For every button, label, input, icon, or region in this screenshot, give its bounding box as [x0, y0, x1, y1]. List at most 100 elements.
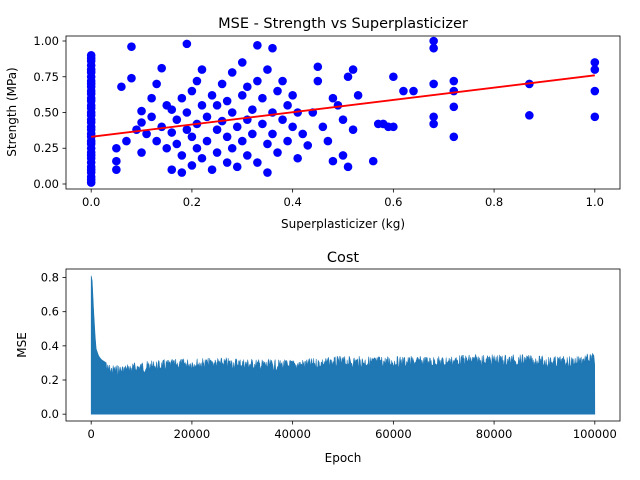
cost-y-tick-label: 0.8: [41, 271, 59, 285]
cost-y-tick-label: 0.6: [41, 305, 59, 319]
scatter-point: [258, 119, 267, 129]
scatter-point: [253, 158, 262, 167]
scatter-point: [590, 65, 600, 74]
scatter-y-ticks: 0.00 0.25 0.50 0.75 1.00: [33, 34, 66, 191]
scatter-point: [278, 76, 287, 86]
scatter-point: [112, 143, 121, 153]
scatter-point: [162, 143, 172, 153]
cost-y-tick-label: 0.2: [41, 373, 59, 387]
scatter-point: [137, 148, 146, 157]
scatter-point: [429, 79, 438, 89]
scatter-point: [237, 136, 247, 146]
cost-series-line: [90, 275, 596, 415]
scatter-point: [525, 111, 534, 120]
scatter-point: [157, 122, 166, 132]
scatter-x-axis-label: Superplasticizer (kg): [281, 217, 405, 231]
scatter-point: [172, 115, 182, 124]
scatter-point: [590, 112, 600, 122]
scatter-point: [142, 129, 151, 139]
scatter-point: [222, 96, 232, 106]
scatter-point: [177, 93, 187, 103]
scatter-point: [429, 112, 438, 122]
scatter-point: [263, 139, 272, 149]
scatter-y-tick-label: 1.00: [33, 34, 59, 48]
cost-x-tick-label: 40000: [274, 427, 311, 441]
scatter-point: [429, 43, 438, 53]
scatter-point: [147, 93, 156, 103]
scatter-point: [318, 122, 328, 132]
scatter-point: [212, 125, 222, 134]
scatter-point: [232, 122, 242, 132]
scatter-point: [112, 156, 121, 166]
scatter-point: [192, 143, 202, 153]
scatter-point: [338, 115, 348, 124]
scatter-point: [313, 76, 323, 86]
scatter-point: [137, 106, 146, 116]
scatter-plot-frame: [65, 35, 621, 190]
scatter-point: [167, 105, 177, 114]
scatter-point: [258, 93, 267, 103]
scatter-point: [212, 101, 222, 110]
scatter-point: [333, 101, 343, 110]
scatter-chart-title: MSE - Strength vs Superplasticizer: [218, 16, 468, 32]
scatter-point: [283, 101, 292, 110]
scatter-point: [343, 72, 353, 82]
scatter-point: [348, 125, 358, 134]
scatter-point: [293, 153, 302, 163]
scatter-point: [86, 51, 96, 60]
scatter-point: [182, 39, 192, 49]
scatter-point: [273, 148, 282, 157]
scatter-point: [187, 86, 197, 96]
scatter-point: [192, 76, 202, 86]
scatter-point: [152, 136, 161, 146]
scatter-point: [227, 143, 237, 153]
scatter-point: [313, 62, 323, 72]
scatter-point: [343, 162, 353, 172]
scatter-point: [237, 91, 247, 100]
scatter-x-tick-label: 0.6: [384, 195, 402, 209]
scatter-point: [243, 151, 252, 160]
cost-x-axis-label: Epoch: [325, 451, 362, 465]
scatter-point: [197, 153, 207, 163]
cost-x-tick-label: 60000: [375, 427, 412, 441]
scatter-point: [152, 79, 161, 89]
scatter-point: [590, 58, 600, 67]
scatter-point: [182, 125, 192, 134]
scatter-point: [177, 151, 187, 160]
scatter-point: [298, 129, 308, 139]
scatter-point: [157, 63, 166, 73]
cost-x-tick-label: 0: [88, 427, 95, 441]
scatter-point: [237, 58, 247, 67]
scatter-point: [368, 156, 378, 166]
scatter-point: [348, 65, 358, 74]
scatter-point: [273, 86, 282, 96]
scatter-y-axis-label: Strength (MPa): [5, 67, 19, 157]
scatter-point: [137, 118, 146, 127]
scatter-point: [167, 165, 177, 174]
scatter-point: [263, 168, 272, 177]
scatter-point: [328, 156, 338, 166]
scatter-point: [268, 129, 277, 139]
scatter-x-tick-label: 0.8: [485, 195, 503, 209]
scatter-point: [207, 165, 217, 174]
cost-y-tick-label: 0.0: [41, 407, 59, 421]
cost-chart: Cost 0 20000 40000 60000 80000 100000 0.00.20…: [15, 250, 621, 465]
scatter-point: [122, 136, 131, 146]
scatter-point: [288, 122, 297, 132]
scatter-point: [197, 65, 207, 74]
scatter-point: [429, 119, 438, 129]
scatter-point: [187, 132, 197, 142]
scatter-x-tick-label: 0.2: [183, 195, 201, 209]
cost-x-tick-label: 80000: [476, 427, 513, 441]
scatter-point: [227, 68, 237, 77]
regression-line: [91, 74, 595, 138]
cost-chart-title: Cost: [327, 250, 360, 266]
scatter-x-tick-label: 0.0: [82, 195, 100, 209]
scatter-y-tick-label: 0.00: [33, 177, 59, 191]
scatter-point: [182, 108, 192, 117]
scatter-point: [288, 91, 297, 100]
scatter-point: [278, 115, 287, 124]
scatter-point: [389, 122, 398, 132]
scatter-point: [172, 139, 182, 149]
scatter-point: [177, 168, 187, 177]
